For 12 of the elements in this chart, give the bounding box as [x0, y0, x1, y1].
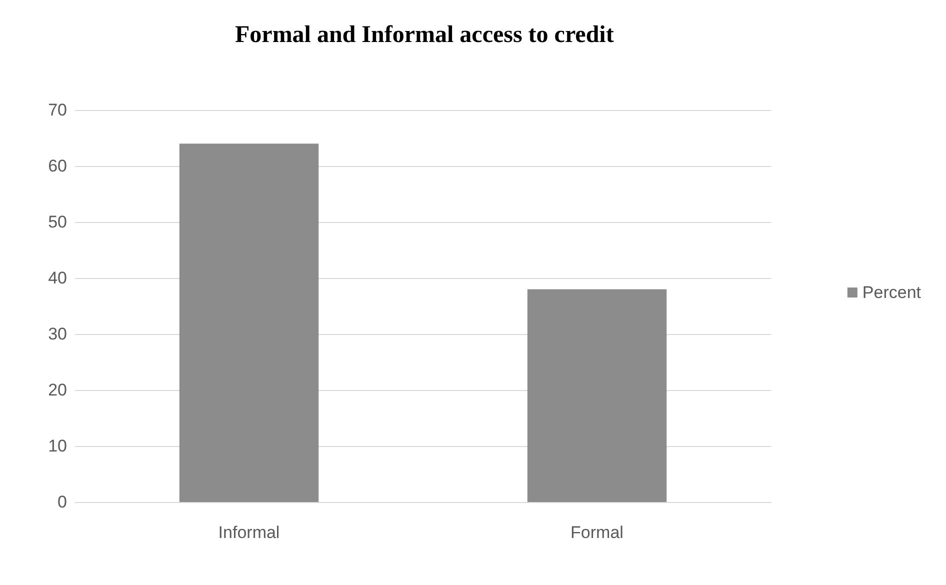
y-tick-label: 10 [48, 436, 67, 456]
x-tick-label: Formal [570, 523, 624, 542]
y-tick-label: 20 [48, 380, 67, 400]
y-tick-label: 0 [58, 492, 67, 512]
chart-title: Formal and Informal access to credit [235, 22, 614, 48]
y-tick-label: 60 [48, 156, 67, 176]
y-tick-label: 30 [48, 324, 67, 344]
y-tick-label: 40 [48, 268, 67, 288]
y-tick-label: 50 [48, 212, 67, 232]
y-tick-label: 70 [48, 100, 67, 120]
x-tick-label: Informal [218, 523, 280, 542]
legend-label: Percent [862, 283, 922, 302]
